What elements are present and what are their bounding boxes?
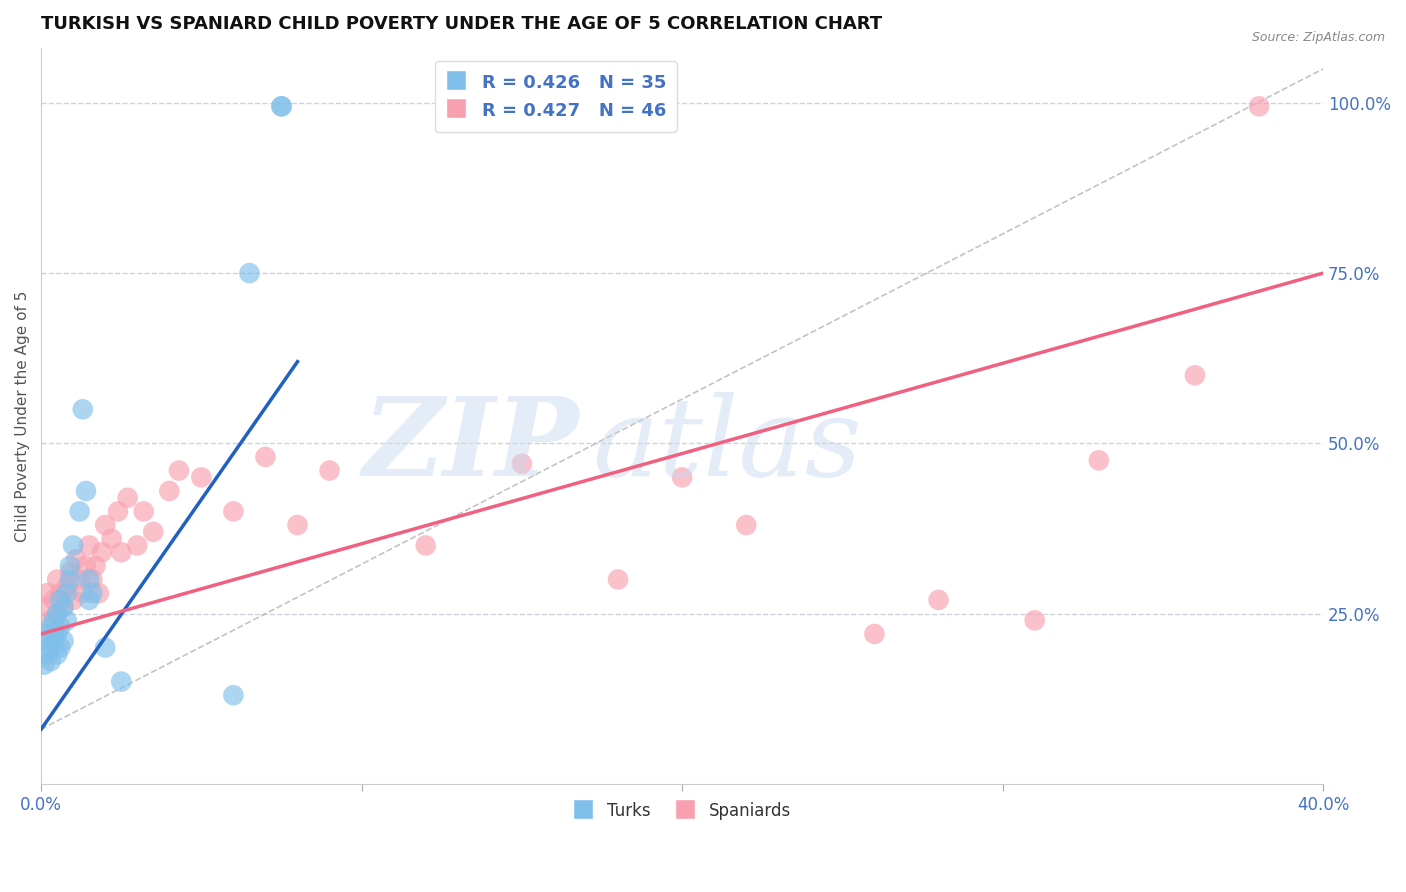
Point bbox=[39, 640, 62, 655]
Point bbox=[1087, 453, 1109, 467]
Point bbox=[37, 586, 59, 600]
Point bbox=[75, 558, 97, 573]
Point bbox=[318, 464, 340, 478]
Text: TURKISH VS SPANIARD CHILD POVERTY UNDER THE AGE OF 5 CORRELATION CHART: TURKISH VS SPANIARD CHILD POVERTY UNDER … bbox=[41, 15, 882, 33]
Point bbox=[132, 504, 155, 518]
Point bbox=[222, 688, 245, 702]
Point bbox=[735, 518, 758, 533]
Point bbox=[607, 573, 630, 587]
Point bbox=[69, 573, 91, 587]
Point bbox=[42, 613, 65, 627]
Point bbox=[34, 657, 56, 672]
Point bbox=[270, 99, 292, 113]
Point bbox=[39, 654, 62, 668]
Point bbox=[287, 518, 309, 533]
Point bbox=[49, 620, 72, 634]
Point bbox=[77, 573, 100, 587]
Text: atlas: atlas bbox=[592, 392, 862, 500]
Point bbox=[52, 633, 75, 648]
Point bbox=[77, 593, 100, 607]
Point bbox=[65, 552, 87, 566]
Point bbox=[37, 648, 59, 662]
Point bbox=[157, 483, 180, 498]
Point bbox=[46, 627, 69, 641]
Point bbox=[1024, 613, 1046, 627]
Point bbox=[110, 674, 132, 689]
Point bbox=[415, 538, 437, 552]
Point bbox=[94, 518, 117, 533]
Text: Source: ZipAtlas.com: Source: ZipAtlas.com bbox=[1251, 31, 1385, 45]
Point bbox=[671, 470, 693, 484]
Point bbox=[100, 532, 122, 546]
Point bbox=[49, 640, 72, 655]
Point bbox=[42, 627, 65, 641]
Point bbox=[39, 613, 62, 627]
Point bbox=[117, 491, 139, 505]
Point bbox=[928, 593, 950, 607]
Point bbox=[59, 573, 82, 587]
Point bbox=[46, 607, 69, 621]
Point bbox=[59, 558, 82, 573]
Point bbox=[39, 620, 62, 634]
Point bbox=[72, 586, 94, 600]
Point bbox=[42, 593, 65, 607]
Point bbox=[222, 504, 245, 518]
Point bbox=[510, 457, 533, 471]
Point bbox=[46, 648, 69, 662]
Point bbox=[34, 633, 56, 648]
Point bbox=[62, 538, 84, 552]
Point bbox=[142, 524, 165, 539]
Point bbox=[82, 573, 104, 587]
Point bbox=[62, 593, 84, 607]
Point bbox=[127, 538, 149, 552]
Point bbox=[34, 599, 56, 614]
Point bbox=[55, 579, 77, 593]
Point bbox=[55, 613, 77, 627]
Point bbox=[238, 266, 260, 280]
Point bbox=[52, 599, 75, 614]
Point bbox=[270, 99, 292, 113]
Point bbox=[49, 593, 72, 607]
Point bbox=[55, 586, 77, 600]
Point bbox=[167, 464, 190, 478]
Point bbox=[94, 640, 117, 655]
Point bbox=[87, 586, 110, 600]
Legend: Turks, Spaniards: Turks, Spaniards bbox=[567, 794, 797, 827]
Point bbox=[52, 599, 75, 614]
Point bbox=[107, 504, 129, 518]
Point bbox=[72, 402, 94, 417]
Point bbox=[254, 450, 277, 464]
Point bbox=[75, 483, 97, 498]
Point bbox=[1247, 99, 1270, 113]
Y-axis label: Child Poverty Under the Age of 5: Child Poverty Under the Age of 5 bbox=[15, 291, 30, 541]
Point bbox=[46, 573, 69, 587]
Point bbox=[91, 545, 114, 559]
Point bbox=[37, 627, 59, 641]
Point bbox=[49, 586, 72, 600]
Point bbox=[59, 566, 82, 580]
Point bbox=[190, 470, 212, 484]
Point bbox=[82, 586, 104, 600]
Point bbox=[69, 504, 91, 518]
Point bbox=[46, 607, 69, 621]
Point bbox=[110, 545, 132, 559]
Point bbox=[863, 627, 886, 641]
Point bbox=[1184, 368, 1206, 383]
Point bbox=[42, 633, 65, 648]
Point bbox=[77, 538, 100, 552]
Text: ZIP: ZIP bbox=[363, 392, 579, 500]
Point bbox=[84, 558, 107, 573]
